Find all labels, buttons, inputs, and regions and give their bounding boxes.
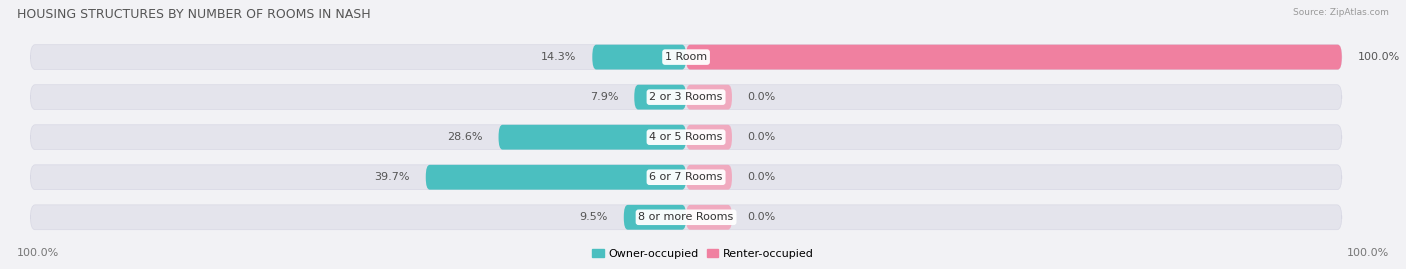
- FancyBboxPatch shape: [686, 85, 733, 109]
- Text: 14.3%: 14.3%: [541, 52, 576, 62]
- FancyBboxPatch shape: [31, 85, 1341, 109]
- Text: 0.0%: 0.0%: [748, 212, 776, 222]
- FancyBboxPatch shape: [624, 205, 686, 230]
- Text: 8 or more Rooms: 8 or more Rooms: [638, 212, 734, 222]
- Text: 0.0%: 0.0%: [748, 172, 776, 182]
- Text: 0.0%: 0.0%: [748, 132, 776, 142]
- Text: 4 or 5 Rooms: 4 or 5 Rooms: [650, 132, 723, 142]
- FancyBboxPatch shape: [31, 125, 1341, 150]
- Text: HOUSING STRUCTURES BY NUMBER OF ROOMS IN NASH: HOUSING STRUCTURES BY NUMBER OF ROOMS IN…: [17, 8, 371, 21]
- Text: 0.0%: 0.0%: [748, 92, 776, 102]
- FancyBboxPatch shape: [31, 165, 1341, 190]
- FancyBboxPatch shape: [686, 165, 733, 190]
- FancyBboxPatch shape: [592, 45, 686, 69]
- Text: 2 or 3 Rooms: 2 or 3 Rooms: [650, 92, 723, 102]
- Text: Source: ZipAtlas.com: Source: ZipAtlas.com: [1294, 8, 1389, 17]
- Text: 39.7%: 39.7%: [374, 172, 411, 182]
- Text: 1 Room: 1 Room: [665, 52, 707, 62]
- Text: 7.9%: 7.9%: [591, 92, 619, 102]
- FancyBboxPatch shape: [31, 205, 1341, 230]
- FancyBboxPatch shape: [31, 45, 1341, 69]
- FancyBboxPatch shape: [499, 125, 686, 150]
- Text: 28.6%: 28.6%: [447, 132, 482, 142]
- Legend: Owner-occupied, Renter-occupied: Owner-occupied, Renter-occupied: [588, 245, 818, 263]
- FancyBboxPatch shape: [686, 45, 1341, 69]
- Text: 9.5%: 9.5%: [579, 212, 607, 222]
- FancyBboxPatch shape: [686, 125, 733, 150]
- FancyBboxPatch shape: [426, 165, 686, 190]
- Text: 6 or 7 Rooms: 6 or 7 Rooms: [650, 172, 723, 182]
- Text: 100.0%: 100.0%: [1347, 248, 1389, 258]
- Text: 100.0%: 100.0%: [17, 248, 59, 258]
- FancyBboxPatch shape: [686, 205, 733, 230]
- Text: 100.0%: 100.0%: [1357, 52, 1400, 62]
- FancyBboxPatch shape: [634, 85, 686, 109]
